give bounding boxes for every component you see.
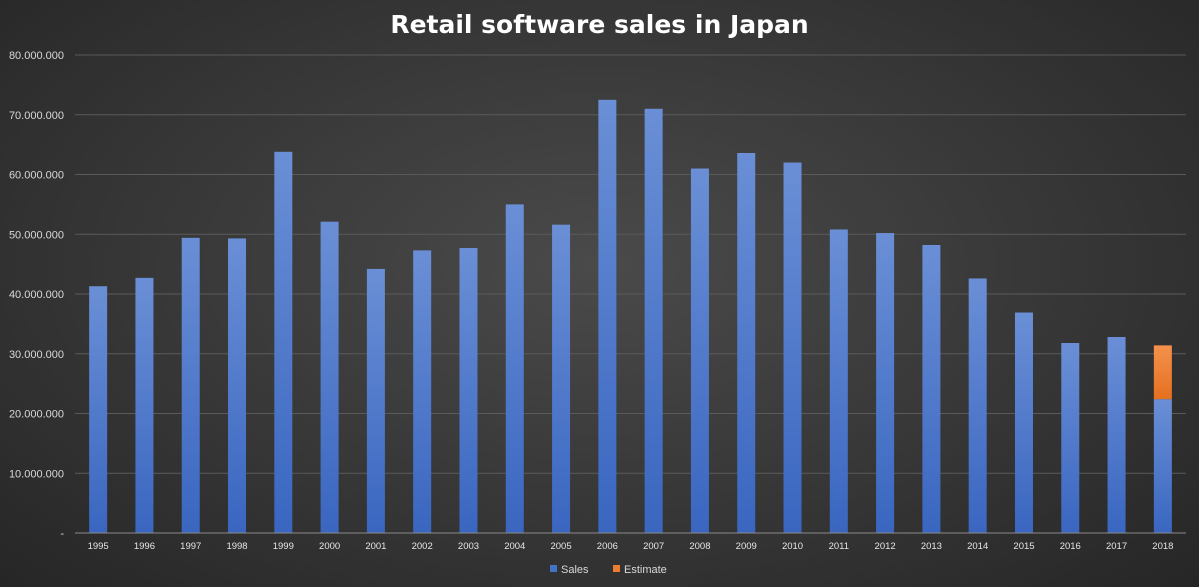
gridlines (75, 54, 1186, 474)
x-tick-label: 2017 (1106, 541, 1127, 552)
x-tick-label: 1999 (273, 541, 294, 552)
legend-swatch-estimate (613, 565, 620, 572)
bar-sales-1999 (274, 151, 293, 534)
x-tick-label: 2006 (597, 541, 618, 552)
bar-sales-2008 (690, 168, 709, 533)
bar-sales-1995 (89, 286, 108, 533)
legend-label-estimate: Estimate (624, 564, 667, 576)
x-tick-label: 2008 (689, 541, 710, 552)
x-tick-label: 2002 (412, 541, 433, 552)
x-tick-label: 2015 (1013, 541, 1034, 552)
x-tick-label: 2004 (504, 541, 525, 552)
bar-sales-2005 (552, 224, 571, 533)
x-tick-label: 2013 (921, 541, 942, 552)
y-tick-label: 50.000.000 (9, 229, 64, 241)
x-tick-label: 1997 (180, 541, 201, 552)
bar-sales-2017 (1107, 337, 1126, 533)
x-tick-label: 2001 (365, 541, 386, 552)
bar-sales-1998 (228, 238, 247, 533)
bar-estimate-2018 (1153, 345, 1172, 400)
bar-sales-2011 (829, 229, 848, 533)
y-tick-label: - (60, 528, 64, 540)
x-tick-label: 1998 (226, 541, 247, 552)
bar-sales-2013 (922, 245, 941, 533)
y-tick-label: 30.000.000 (9, 349, 64, 361)
x-tick-label: 2007 (643, 541, 664, 552)
y-tick-label: 10.000.000 (9, 468, 64, 480)
legend-label-sales: Sales (561, 564, 589, 576)
bar-sales-2007 (644, 108, 663, 534)
legend-swatch-sales (550, 565, 557, 572)
bar-sales-2004 (505, 204, 524, 533)
x-tick-label: 2012 (875, 541, 896, 552)
x-axis-ticks: 1995 1996 1997 1998 1999 2000 2001 2002 2003 2004… (88, 541, 1174, 552)
x-tick-label: 1996 (134, 541, 155, 552)
x-tick-label: 2011 (829, 541, 849, 552)
y-tick-label: 80.000.000 (9, 50, 64, 62)
y-axis-ticks: - 10.000.000 20.000.000 30.000.000 40.000.00… (9, 50, 64, 540)
bar-sales-2010 (783, 162, 802, 534)
bars (89, 99, 1172, 534)
y-tick-label: 70.000.000 (9, 110, 64, 122)
y-tick-label: 40.000.000 (9, 289, 64, 301)
x-tick-label: 2003 (458, 541, 479, 552)
bar-sales-2016 (1061, 342, 1080, 533)
x-tick-label: 2016 (1060, 541, 1081, 552)
bar-sales-2000 (320, 221, 339, 533)
chart-title: Retail software sales in Japan (390, 10, 808, 39)
x-tick-label: 2014 (967, 541, 988, 552)
bar-sales-2014 (968, 278, 987, 533)
bar-sales-2015 (1014, 312, 1033, 533)
y-tick-label: 60.000.000 (9, 170, 64, 182)
x-tick-label: 2009 (736, 541, 757, 552)
bar-sales-2018 (1153, 399, 1172, 533)
bar-sales-2002 (413, 250, 432, 533)
bar-sales-2006 (598, 99, 617, 533)
x-tick-label: 2005 (550, 541, 571, 552)
legend: Sales Estimate (550, 564, 667, 576)
bar-sales-1996 (135, 277, 154, 533)
bar-sales-2009 (737, 152, 756, 534)
bar-sales-2003 (459, 247, 478, 533)
bar-sales-2012 (876, 233, 895, 533)
x-tick-label: 2018 (1152, 541, 1173, 552)
x-tick-label: 1995 (88, 541, 109, 552)
y-tick-label: 20.000.000 (9, 409, 64, 421)
bar-sales-1997 (181, 237, 200, 533)
x-tick-label: 2000 (319, 541, 340, 552)
bar-sales-2001 (366, 268, 385, 533)
x-tick-label: 2010 (782, 541, 803, 552)
